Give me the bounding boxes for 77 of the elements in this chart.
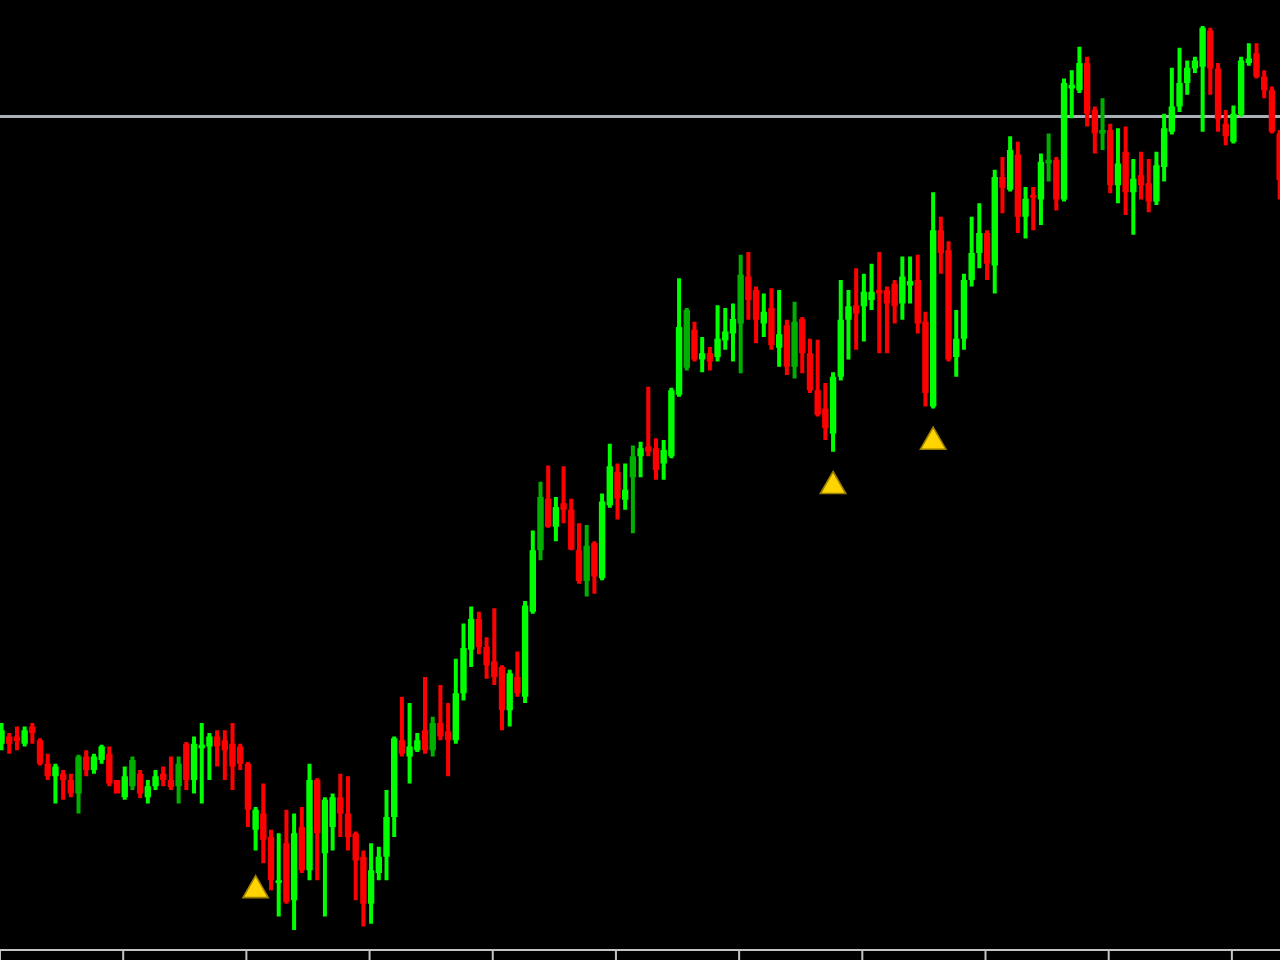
- candlestick: [637, 441, 644, 478]
- candlestick: [683, 308, 690, 371]
- candlestick: [621, 463, 629, 510]
- candlestick: [321, 797, 329, 917]
- candlestick: [314, 778, 321, 881]
- candlestick: [67, 773, 75, 798]
- candlestick: [283, 809, 290, 904]
- candlestick: [0, 723, 5, 751]
- candlestick: [852, 268, 860, 350]
- candlestick: [83, 750, 90, 777]
- candlestick: [506, 669, 513, 727]
- candlestick: [398, 696, 406, 757]
- candlestick: [1030, 186, 1037, 231]
- candlestick: [1099, 98, 1106, 150]
- candlestick: [198, 723, 205, 804]
- candlestick: [791, 301, 798, 379]
- candlestick: [775, 290, 783, 367]
- candlestick: [899, 256, 906, 320]
- candlestick: [252, 807, 259, 851]
- candlestick: [1014, 141, 1022, 234]
- candlestick: [698, 337, 706, 373]
- candlestick: [59, 770, 67, 800]
- candlestick: [929, 192, 937, 409]
- candlestick: [275, 833, 282, 917]
- candlestick: [52, 763, 59, 804]
- candlestick: [737, 254, 744, 374]
- candlestick: [121, 766, 128, 800]
- candlestick: [552, 497, 560, 542]
- candlestick: [106, 746, 113, 787]
- candlestick: [421, 676, 429, 754]
- candlestick: [75, 754, 82, 814]
- candlestick: [1130, 158, 1137, 235]
- candlestick: [13, 726, 21, 751]
- candlestick: [876, 252, 883, 354]
- candlestick: [768, 288, 775, 350]
- candlestick: [129, 756, 136, 790]
- candlestick: [1022, 186, 1029, 239]
- candlestick: [1107, 123, 1114, 194]
- candlestick: [629, 445, 637, 534]
- candlestick: [514, 651, 521, 697]
- candlestick: [183, 741, 190, 790]
- candlestick: [983, 230, 991, 281]
- candlestick: [136, 770, 144, 799]
- candlestick: [429, 716, 436, 757]
- candlestick: [537, 481, 544, 561]
- candlestick: [1060, 78, 1068, 202]
- candlestick: [760, 293, 767, 337]
- candlestick: [90, 753, 98, 774]
- candlestick: [175, 756, 182, 804]
- candlestick: [290, 813, 298, 931]
- candlestick: [229, 723, 236, 790]
- candlestick: [1045, 133, 1052, 182]
- candlestick: [544, 465, 552, 528]
- candlestick: [167, 756, 175, 790]
- candlestick: [706, 346, 714, 371]
- candlestick: [783, 319, 791, 375]
- candlestick: [729, 303, 737, 362]
- candlestick: [999, 157, 1006, 214]
- candlestick: [691, 321, 698, 362]
- candlestick: [306, 763, 313, 881]
- candlestick: [583, 525, 590, 597]
- candlestick: [1053, 157, 1060, 211]
- candlestick: [1037, 153, 1045, 225]
- candlestick: [991, 169, 998, 294]
- candlestick: [367, 843, 375, 924]
- candlestick: [1145, 158, 1152, 213]
- candlestick: [298, 807, 306, 874]
- candlestick: [1199, 26, 1206, 132]
- candlestick: [714, 305, 721, 362]
- candlestick: [6, 732, 13, 754]
- candlestick: [406, 703, 413, 784]
- candlestick: [21, 726, 28, 747]
- candlestick: [614, 463, 621, 520]
- candlestick: [1006, 136, 1014, 192]
- candlestick: [591, 541, 598, 594]
- candlestick: [1114, 128, 1122, 204]
- candlestick: [1122, 126, 1129, 215]
